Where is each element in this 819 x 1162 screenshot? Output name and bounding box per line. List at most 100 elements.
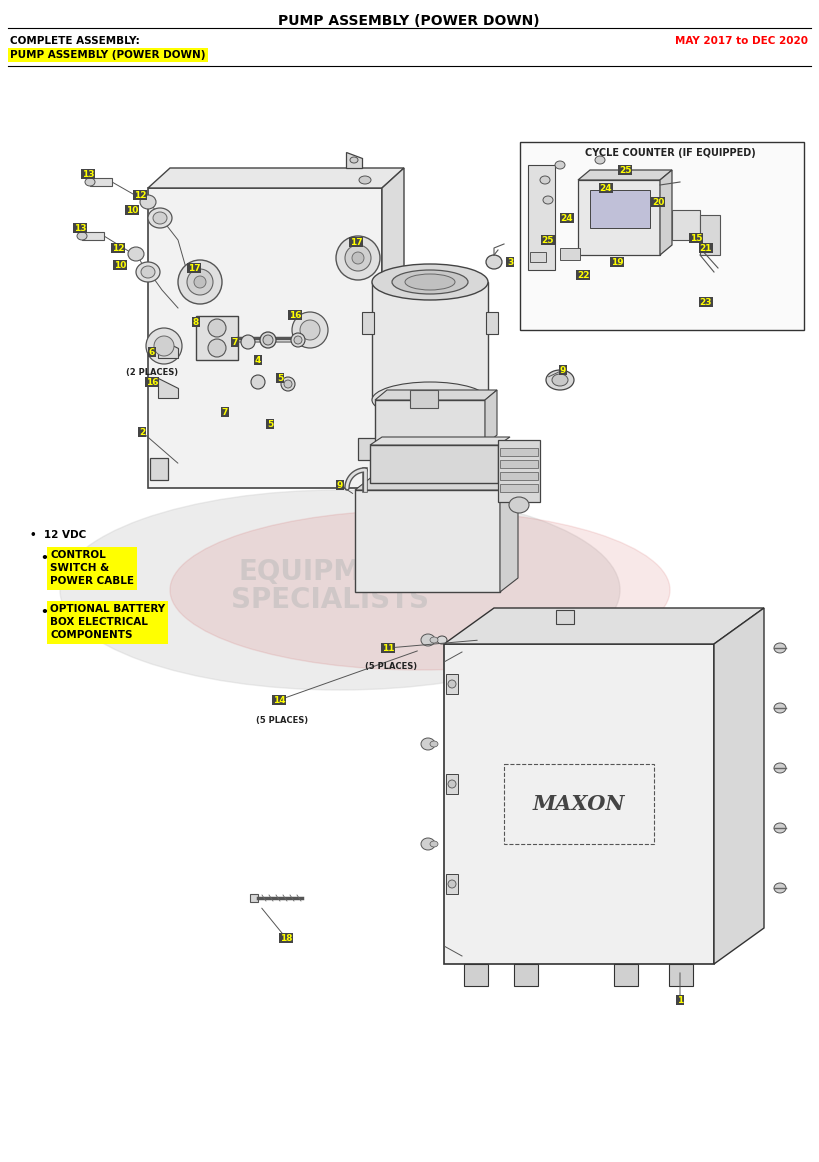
Ellipse shape xyxy=(430,841,438,847)
Polygon shape xyxy=(714,608,764,964)
Polygon shape xyxy=(150,458,168,480)
Text: 9: 9 xyxy=(560,366,566,374)
Ellipse shape xyxy=(208,339,226,357)
Text: •: • xyxy=(40,552,48,565)
Polygon shape xyxy=(444,608,764,644)
Ellipse shape xyxy=(555,162,565,168)
Text: 4: 4 xyxy=(255,356,261,365)
Ellipse shape xyxy=(774,703,786,713)
Text: 25: 25 xyxy=(541,236,554,244)
Text: 12: 12 xyxy=(111,244,124,252)
Text: 5: 5 xyxy=(267,419,273,429)
Ellipse shape xyxy=(437,636,447,644)
Text: PUMP ASSEMBLY (POWER DOWN): PUMP ASSEMBLY (POWER DOWN) xyxy=(10,50,206,60)
Ellipse shape xyxy=(486,254,502,268)
Ellipse shape xyxy=(405,274,455,290)
Polygon shape xyxy=(82,232,104,241)
Ellipse shape xyxy=(552,374,568,386)
Text: 17: 17 xyxy=(188,264,201,273)
Text: •  12 VDC: • 12 VDC xyxy=(30,530,86,540)
Ellipse shape xyxy=(448,880,456,888)
Ellipse shape xyxy=(595,156,605,164)
Polygon shape xyxy=(372,282,488,400)
Polygon shape xyxy=(148,168,404,188)
Ellipse shape xyxy=(148,208,172,228)
Polygon shape xyxy=(375,390,497,400)
Bar xyxy=(504,763,654,844)
Ellipse shape xyxy=(284,380,292,388)
Ellipse shape xyxy=(281,376,295,390)
Ellipse shape xyxy=(336,236,380,280)
Text: CYCLE COUNTER (IF EQUIPPED): CYCLE COUNTER (IF EQUIPPED) xyxy=(585,148,756,158)
Text: 11: 11 xyxy=(382,644,394,653)
Ellipse shape xyxy=(774,823,786,833)
Text: EQUIPMENT: EQUIPMENT xyxy=(238,558,422,586)
Ellipse shape xyxy=(294,336,302,344)
Text: CONTROL
SWITCH &
POWER CABLE: CONTROL SWITCH & POWER CABLE xyxy=(50,550,134,587)
Ellipse shape xyxy=(448,780,456,788)
Ellipse shape xyxy=(430,637,438,643)
Polygon shape xyxy=(382,168,404,488)
Text: (2 PLACES): (2 PLACES) xyxy=(126,368,178,376)
Bar xyxy=(500,460,538,468)
Text: 24: 24 xyxy=(561,214,573,222)
Polygon shape xyxy=(250,894,258,902)
Ellipse shape xyxy=(421,738,435,749)
Text: 23: 23 xyxy=(699,297,713,307)
Polygon shape xyxy=(370,437,510,445)
Text: (5 PLACES): (5 PLACES) xyxy=(256,716,308,725)
Polygon shape xyxy=(485,390,497,445)
Polygon shape xyxy=(498,440,540,502)
Polygon shape xyxy=(355,490,500,591)
Ellipse shape xyxy=(774,883,786,894)
Ellipse shape xyxy=(128,248,144,261)
Polygon shape xyxy=(370,445,498,483)
Ellipse shape xyxy=(509,497,529,512)
Ellipse shape xyxy=(352,252,364,264)
Polygon shape xyxy=(528,165,555,270)
Ellipse shape xyxy=(359,175,371,184)
Ellipse shape xyxy=(292,313,328,347)
Bar xyxy=(362,313,374,333)
Ellipse shape xyxy=(372,264,488,300)
Ellipse shape xyxy=(345,245,371,271)
Ellipse shape xyxy=(85,178,95,186)
Polygon shape xyxy=(446,874,458,894)
Ellipse shape xyxy=(187,268,213,295)
Polygon shape xyxy=(158,378,178,399)
Ellipse shape xyxy=(421,634,435,646)
Text: MAY 2017 to DEC 2020: MAY 2017 to DEC 2020 xyxy=(675,36,808,46)
Polygon shape xyxy=(556,610,574,624)
Text: 9: 9 xyxy=(337,481,343,489)
Polygon shape xyxy=(700,215,720,254)
Ellipse shape xyxy=(448,680,456,688)
Ellipse shape xyxy=(774,643,786,653)
Bar xyxy=(590,191,650,228)
Ellipse shape xyxy=(141,266,155,278)
Polygon shape xyxy=(578,180,660,254)
Text: 13: 13 xyxy=(74,223,86,232)
Bar xyxy=(486,313,498,333)
Polygon shape xyxy=(444,644,714,964)
Text: MAXON: MAXON xyxy=(532,794,625,815)
Text: COMPLETE ASSEMBLY:: COMPLETE ASSEMBLY: xyxy=(10,36,140,46)
Ellipse shape xyxy=(194,277,206,288)
Polygon shape xyxy=(90,178,112,186)
Ellipse shape xyxy=(170,510,670,670)
Polygon shape xyxy=(578,170,672,180)
Text: SPECIALISTS: SPECIALISTS xyxy=(231,586,429,614)
Text: 16: 16 xyxy=(146,378,158,387)
Text: 14: 14 xyxy=(273,696,285,704)
Polygon shape xyxy=(530,252,546,261)
Ellipse shape xyxy=(154,336,174,356)
Text: •: • xyxy=(40,607,48,619)
Ellipse shape xyxy=(208,320,226,337)
Ellipse shape xyxy=(60,490,620,690)
Ellipse shape xyxy=(263,335,273,345)
Ellipse shape xyxy=(421,838,435,849)
Ellipse shape xyxy=(260,332,276,347)
Text: 20: 20 xyxy=(652,198,664,207)
Ellipse shape xyxy=(140,195,156,209)
Text: 5: 5 xyxy=(277,373,283,382)
Text: 19: 19 xyxy=(611,258,623,266)
